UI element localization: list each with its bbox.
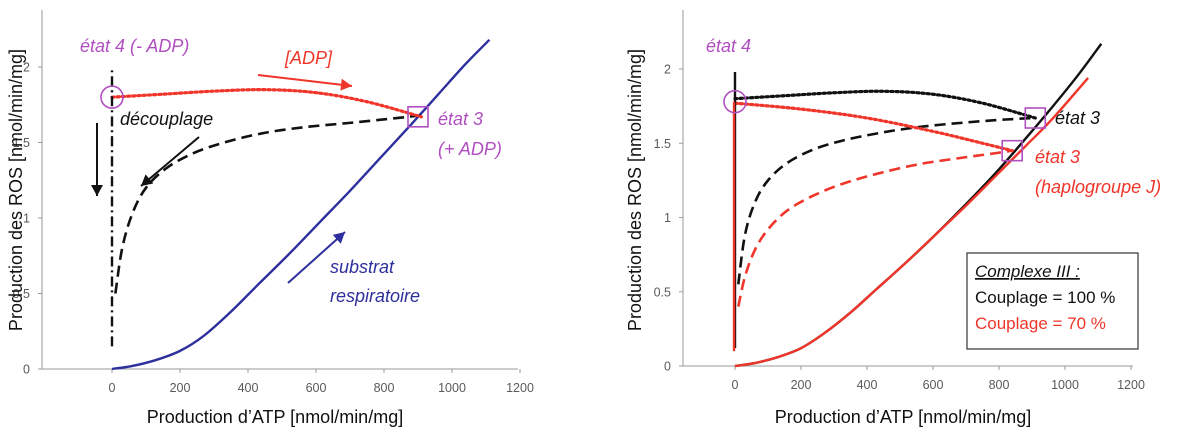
y-tick-label: 0.5 [13, 287, 30, 301]
annotation-etat3: état 3 [1055, 108, 1100, 128]
arrow-head [340, 78, 352, 91]
series-line-1 [734, 77, 1090, 368]
arrow-shaft [257, 74, 353, 87]
x-axis-title: Production d’ATP [nmol/min/mg] [147, 407, 403, 427]
x-tick-label: 200 [791, 378, 812, 392]
y-tick-label: 2 [664, 63, 671, 77]
x-tick-label: 600 [306, 381, 327, 395]
annotation-decouplage: découplage [120, 109, 213, 129]
legend-title: Complexe III : [975, 262, 1080, 281]
legend-entry: Couplage = 70 % [975, 314, 1106, 333]
x-tick-label: 0 [109, 381, 116, 395]
y-axis-title: Production des ROS [nmol/min/mg] [625, 49, 645, 331]
legend-frame [966, 252, 1139, 350]
y-tick-label: 1 [664, 211, 671, 225]
x-tick-label: 0 [732, 378, 739, 392]
x-tick-label: 200 [170, 381, 191, 395]
annotation-etat4: état 4 [706, 36, 751, 56]
series-line-2 [110, 88, 423, 119]
x-tick-label: 800 [989, 378, 1010, 392]
annotation-etat4: état 4 (- ADP) [80, 36, 189, 56]
x-tick-label: 1000 [1051, 378, 1079, 392]
y-tick-label: 0 [23, 363, 30, 377]
annotation-etat3: état 3 [438, 109, 483, 129]
series-line-2 [737, 116, 1036, 285]
annotation-adp: [ADP] [284, 48, 333, 68]
x-tick-label: 1200 [1117, 378, 1145, 392]
y-tick-label: 2 [23, 61, 30, 75]
x-tick-label: 400 [238, 381, 259, 395]
annotation-haplo: (haplogroupe J) [1035, 177, 1161, 197]
arrow-shaft [287, 231, 346, 284]
state3-square-marker [1024, 107, 1047, 129]
arrow-head [141, 174, 154, 186]
annotation-plusadp: (+ ADP) [438, 139, 502, 159]
legend-entry: Couplage = 100 % [975, 288, 1115, 307]
x-tick-label: 800 [374, 381, 395, 395]
x-tick-label: 1000 [438, 381, 466, 395]
legend-box: Complexe III : Couplage = 100 % Couplage =… [966, 252, 1139, 350]
y-tick-label: 0 [664, 360, 671, 374]
annotation-etat3j: état 3 [1035, 147, 1080, 167]
series-line-5 [733, 101, 1014, 153]
x-tick-label: 600 [923, 378, 944, 392]
state3-square-marker [407, 106, 429, 128]
annotation-respiratoire: respiratoire [330, 286, 420, 306]
state4-circle-marker [100, 85, 124, 109]
y-axis-title: Production des ROS [nmol/min/mg] [6, 49, 26, 331]
arrow-head [91, 185, 103, 196]
y-tick-label: 1.5 [654, 137, 671, 151]
state3-square-marker [1001, 139, 1024, 162]
left-chart: 0 200 400 600 800 1000 120000.511.52Production… [6, 10, 534, 427]
state4-circle-marker [723, 89, 747, 114]
series-line-0 [111, 38, 491, 371]
y-tick-label: 1.5 [13, 136, 30, 150]
right-chart: 0 200 400 600 800 1000 1200 0 0.5 1 1.5 2 Production… [625, 10, 1161, 427]
x-axis-title: Production d’ATP [nmol/min/mg] [775, 407, 1031, 427]
arrow-shaft [140, 136, 200, 187]
y-tick-label: 0.5 [654, 285, 671, 299]
series-line-4 [733, 89, 1037, 120]
x-tick-label: 1200 [506, 381, 534, 395]
x-tick-label: 400 [857, 378, 878, 392]
arrow-head [332, 232, 345, 244]
y-tick-label: 1 [23, 212, 30, 226]
annotation-substrat: substrat [330, 257, 395, 277]
series-line-3 [737, 149, 1013, 307]
